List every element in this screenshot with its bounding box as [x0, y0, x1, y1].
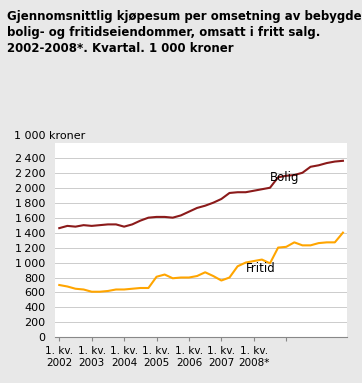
Text: 1 000 kroner: 1 000 kroner [14, 131, 86, 141]
Text: Fritid: Fritid [246, 262, 275, 275]
Text: Bolig: Bolig [270, 171, 299, 184]
Text: Gjennomsnittlig kjøpesum per omsetning av bebygde
bolig- og fritidseiendommer, o: Gjennomsnittlig kjøpesum per omsetning a… [7, 10, 362, 54]
